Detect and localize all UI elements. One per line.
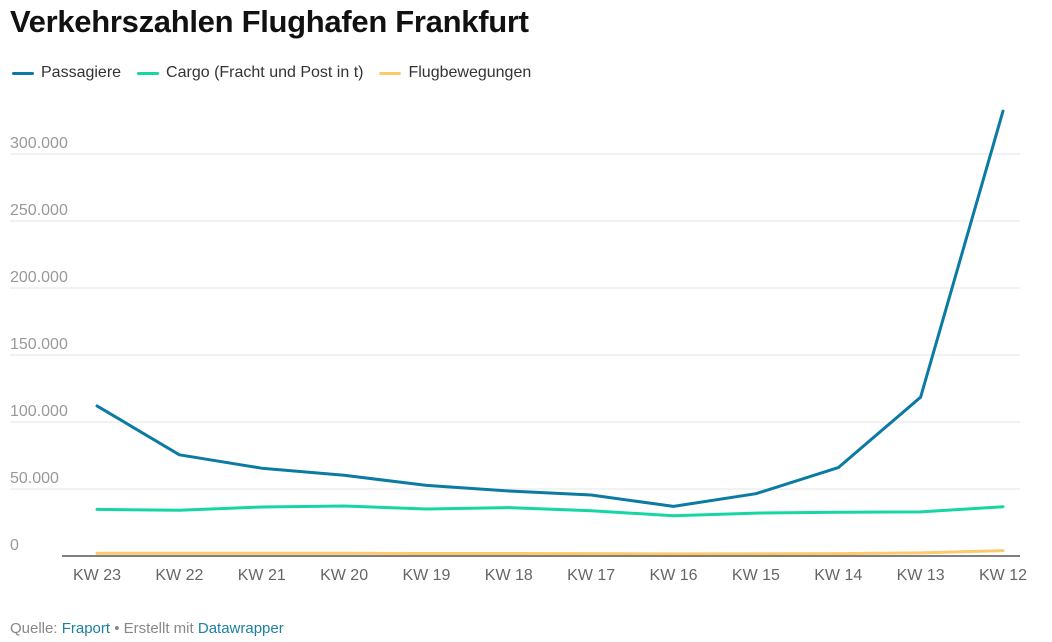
y-tick-label: 0 [10,537,19,554]
x-tick-label: KW 12 [979,567,1027,584]
y-tick-label: 100.000 [10,403,68,420]
legend-swatch-passagiere [12,71,34,75]
x-tick-label: KW 17 [567,567,615,584]
source-link[interactable]: Fraport [61,620,111,637]
line-chart: 0 50.000 100.000 150.000 200.000 250.000 300.0… [10,109,1027,584]
source-label: Quelle: [10,620,58,637]
series-line-cargo [95,504,1005,518]
x-tick-label: KW 19 [402,567,450,584]
x-tick-label: KW 20 [320,567,368,584]
legend-item-flugbewegungen: Flugbewegungen [379,64,531,82]
y-tick-label: 200.000 [10,269,68,286]
legend-label-flugbewegungen: Flugbewegungen [408,64,532,81]
legend-label-passagiere: Passagiere [41,64,122,81]
legend-swatch-flugbewegungen [379,71,402,75]
x-tick-label: KW 18 [485,567,533,584]
y-tick-label: 150.000 [10,336,68,353]
created-label: Erstellt mit [123,620,194,637]
series-line-passagiere [95,109,1005,508]
x-tick-label: KW 15 [732,567,780,584]
legend-item-cargo: Cargo (Fracht und Post in t) [137,64,363,82]
y-tick-label: 300.000 [10,135,68,152]
chart-title: Verkehrszahlen Flughafen Frankfurt [10,4,529,39]
x-tick-label: KW 21 [238,567,286,584]
series-line-flugbewegungen [95,549,1005,556]
footer-separator: • [114,620,120,637]
legend-item-passagiere: Passagiere [12,64,121,82]
footer: Quelle: Fraport • Erstellt mit Datawrapp… [10,620,284,637]
x-tick-label: KW 16 [650,567,698,584]
x-tick-label: KW 13 [897,567,945,584]
x-tick-label: KW 23 [73,567,121,584]
x-tick-label: KW 14 [814,567,862,584]
y-tick-label: 250.000 [10,202,68,219]
legend: Passagiere Cargo (Fracht und Post in t) … [12,64,547,82]
x-tick-label: KW 22 [155,567,203,584]
y-tick-label: 50.000 [10,470,59,487]
datawrapper-link[interactable]: Datawrapper [197,620,284,637]
legend-label-cargo: Cargo (Fracht und Post in t) [166,64,364,81]
legend-swatch-cargo [137,71,160,75]
